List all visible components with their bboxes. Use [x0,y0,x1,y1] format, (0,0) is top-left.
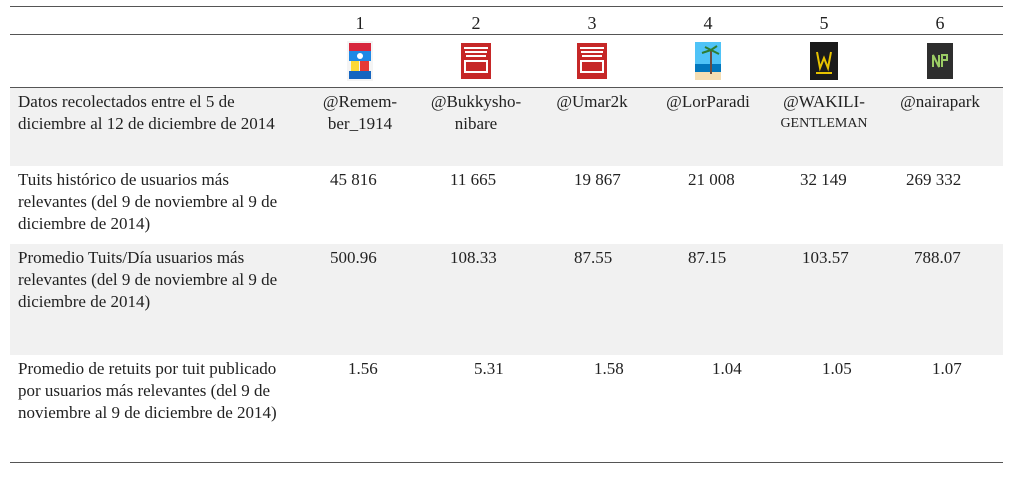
handle-text: @WAKILI- [783,92,865,111]
row-label: Promedio Tuits/Día usuarios más relevant… [18,248,278,311]
row-label: Tuits histórico de usuarios más relevant… [18,170,278,233]
column-number: 3 [587,13,597,33]
remember-avatar [347,41,373,81]
handle-cell: @nairapark [882,88,998,166]
handle-text: @nairapark [900,92,980,111]
value-cell: 32 149 [800,170,847,189]
handle-text: GENTLEMAN [780,116,868,131]
table-row: Datos recolectados entre el 5 de diciemb… [10,88,1003,166]
avatar-empty-cell [10,35,302,87]
value-cell: 21 008 [688,170,735,189]
handle-text: @Umar2k [556,92,628,111]
handle-cell: @Remem- ber_1914 [302,88,418,166]
handle-text: @Bukkysho- [430,92,522,111]
handle-text: @LorParadi [666,92,750,111]
column-number-row: 1 2 3 4 5 6 [10,7,1003,35]
value-cell: 1.05 [822,359,852,378]
handle-cell: @WAKILI- GENTLEMAN [766,88,882,166]
value-cell: 19 867 [574,170,621,189]
row-label: Promedio de retuits por tuit publicado p… [18,359,277,422]
table-row: Promedio de retuits por tuit publicado p… [10,355,1003,462]
handle-text: ber_1914 [327,114,393,133]
handle-cell: @Umar2k [534,88,650,166]
bringbackourgirls-avatar-2 [577,43,607,79]
avatar-row [10,35,1003,88]
value-cell: 108.33 [450,248,497,267]
nairapark-avatar [927,43,953,79]
column-number: 1 [355,13,365,33]
value-cell: 45 816 [330,170,377,189]
table-row: Tuits histórico de usuarios más relevant… [10,166,1003,244]
column-number: 4 [703,13,713,33]
header-empty-cell [10,7,302,34]
value-cell: 788.07 [914,248,961,267]
data-table: 1 2 3 4 5 6 [10,6,1003,463]
beach-avatar [695,42,721,80]
bringbackourgirls-avatar [461,43,491,79]
wakili-avatar [810,42,838,80]
handle-cell: @Bukkysho- nibare [418,88,534,166]
handle-text: nibare [454,114,498,133]
row-label: Datos recolectados entre el 5 de diciemb… [18,92,275,133]
value-cell: 5.31 [474,359,504,378]
value-cell: 103.57 [802,248,849,267]
value-cell: 1.04 [712,359,742,378]
value-cell: 11 665 [450,170,497,189]
column-number: 6 [935,13,945,33]
value-cell: 87.15 [688,248,727,267]
value-cell: 269 332 [906,170,962,189]
column-number: 2 [471,13,481,33]
value-cell: 87.55 [574,248,613,267]
handle-text: @Remem- [322,92,398,111]
value-cell: 500.96 [330,248,377,267]
column-number: 5 [819,13,829,33]
table-row: Promedio Tuits/Día usuarios más relevant… [10,244,1003,355]
handle-cell: @LorParadi [650,88,766,166]
value-cell: 1.07 [932,359,962,378]
value-cell: 1.56 [348,359,378,378]
value-cell: 1.58 [594,359,624,378]
